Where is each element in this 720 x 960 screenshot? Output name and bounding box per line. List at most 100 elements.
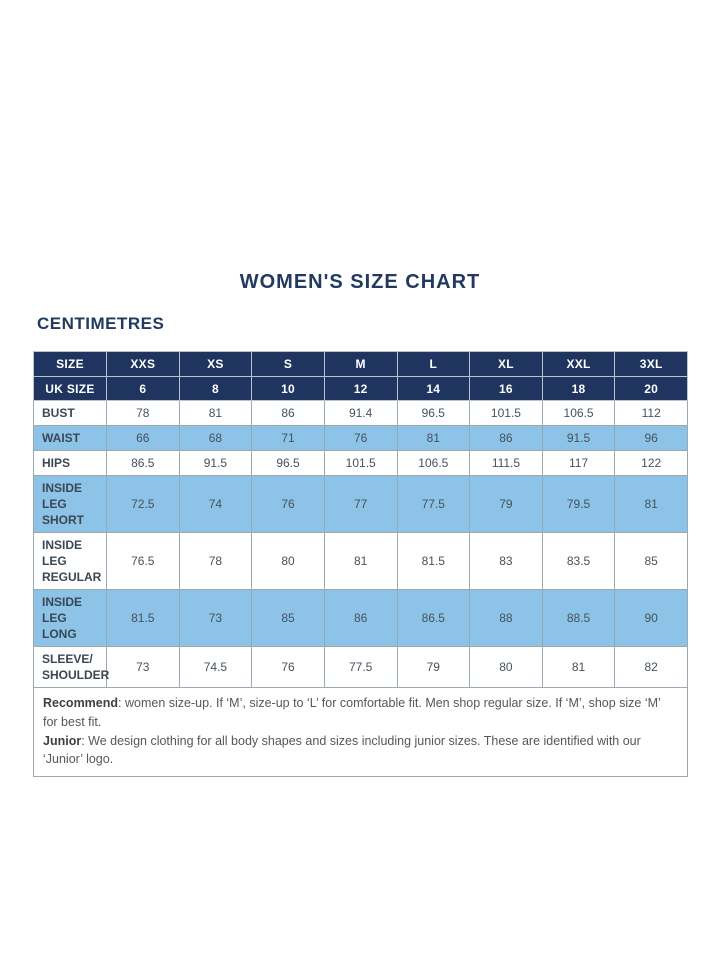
cell-value: 81.5	[106, 589, 180, 647]
cell-value: 85	[251, 589, 325, 647]
size-chart-table: SIZE XXS XS S M L XL XXL 3XL UK SIZE 6 8…	[33, 351, 688, 688]
cell-value: 78	[106, 400, 180, 426]
cell-value: 77.5	[323, 646, 398, 688]
note-lead: Junior	[43, 733, 82, 748]
cell-value: 74.5	[178, 646, 253, 688]
cell-value: 77.5	[396, 475, 471, 533]
cell-value: 80	[251, 532, 325, 590]
header-cell: M	[323, 351, 398, 377]
cell-value: 86.5	[106, 450, 180, 476]
cell-value: 81	[323, 532, 398, 590]
row-label: INSIDE LEG LONG	[33, 589, 107, 647]
row-label: SLEEVE/ SHOULDER	[33, 646, 109, 688]
header-cell: XS	[178, 351, 253, 377]
cell-value: 86.5	[396, 589, 471, 647]
table-row-inside-leg-short: INSIDE LEG SHORT 72.5 74 76 77 77.5 79 7…	[33, 475, 688, 533]
cell-value: 80	[469, 646, 543, 688]
cell-value: 90	[614, 589, 688, 647]
uk-size-label: UK SIZE	[33, 376, 107, 401]
cell-value: 79	[396, 646, 471, 688]
cell-value: 71	[251, 425, 325, 451]
size-chart-container: SIZE XXS XS S M L XL XXL 3XL UK SIZE 6 8…	[33, 351, 688, 777]
table-row-inside-leg-long: INSIDE LEG LONG 81.5 73 85 86 86.5 88 88…	[33, 589, 688, 647]
header-cell: XL	[469, 351, 543, 377]
cell-value: 91.5	[541, 425, 616, 451]
cell-value: 86	[469, 425, 543, 451]
uk-size-value: 18	[541, 376, 616, 401]
table-row-hips: HIPS 86.5 91.5 96.5 101.5 106.5 111.5 11…	[33, 450, 688, 476]
cell-value: 76	[251, 475, 325, 533]
cell-value: 76	[251, 646, 325, 688]
cell-value: 76	[323, 425, 398, 451]
note-junior: Junior: We design clothing for all body …	[43, 732, 678, 770]
cell-value: 79.5	[541, 475, 616, 533]
cell-value: 101.5	[469, 400, 543, 426]
cell-value: 106.5	[396, 450, 471, 476]
row-label: INSIDE LEG REGULAR	[33, 532, 107, 590]
cell-value: 111.5	[469, 450, 543, 476]
uk-size-value: 12	[323, 376, 398, 401]
uk-size-value: 14	[396, 376, 471, 401]
cell-value: 66	[106, 425, 180, 451]
unit-label: CENTIMETRES	[37, 314, 165, 333]
cell-value: 81.5	[396, 532, 471, 590]
header-cell: XXL	[541, 351, 616, 377]
uk-size-value: 20	[614, 376, 688, 401]
cell-value: 112	[614, 400, 688, 426]
cell-value: 73	[178, 589, 253, 647]
cell-value: 83.5	[541, 532, 616, 590]
cell-value: 106.5	[541, 400, 616, 426]
row-label: BUST	[33, 400, 107, 426]
cell-value: 85	[614, 532, 688, 590]
cell-value: 77	[323, 475, 398, 533]
table-row-waist: WAIST 66 68 71 76 81 86 91.5 96	[33, 425, 688, 451]
cell-value: 68	[178, 425, 253, 451]
cell-value: 91.4	[323, 400, 398, 426]
row-label: HIPS	[33, 450, 107, 476]
cell-value: 88	[469, 589, 543, 647]
cell-value: 122	[614, 450, 688, 476]
note-text: : women size-up. If ‘M’, size-up to ‘L’ …	[43, 696, 661, 729]
uk-size-value: 6	[106, 376, 180, 401]
page-title: WOMEN'S SIZE CHART	[239, 271, 481, 293]
cell-value: 82	[614, 646, 688, 688]
row-label: WAIST	[33, 425, 107, 451]
table-row-bust: BUST 78 81 86 91.4 96.5 101.5 106.5 112	[33, 400, 688, 426]
cell-value: 81	[178, 400, 253, 426]
cell-value: 88.5	[541, 589, 616, 647]
header-cell: S	[251, 351, 325, 377]
cell-value: 72.5	[106, 475, 180, 533]
cell-value: 96.5	[396, 400, 471, 426]
cell-value: 81	[396, 425, 471, 451]
cell-value: 96	[614, 425, 688, 451]
note-recommend: Recommend: women size-up. If ‘M’, size-u…	[43, 694, 678, 732]
cell-value: 73	[106, 646, 180, 688]
header-cell: L	[396, 351, 471, 377]
row-label: INSIDE LEG SHORT	[33, 475, 107, 533]
cell-value: 101.5	[323, 450, 398, 476]
cell-value: 86	[323, 589, 398, 647]
header-cell: XXS	[106, 351, 180, 377]
uk-size-value: 8	[178, 376, 253, 401]
cell-value: 74	[178, 475, 253, 533]
table-row-inside-leg-regular: INSIDE LEG REGULAR 76.5 78 80 81 81.5 83…	[33, 532, 688, 590]
uk-size-value: 16	[469, 376, 543, 401]
cell-value: 86	[251, 400, 325, 426]
note-lead: Recommend	[43, 696, 119, 710]
header-cell: 3XL	[614, 351, 688, 377]
cell-value: 81	[541, 646, 616, 688]
note-text: : We design clothing for all body shapes…	[43, 733, 641, 767]
cell-value: 83	[469, 532, 543, 590]
cell-value: 78	[178, 532, 253, 590]
cell-value: 117	[541, 450, 616, 476]
cell-value: 79	[469, 475, 543, 533]
cell-value: 76.5	[106, 532, 180, 590]
cell-value: 91.5	[178, 450, 253, 476]
notes-box: Recommend: women size-up. If ‘M’, size-u…	[33, 687, 688, 777]
cell-value: 96.5	[251, 450, 325, 476]
header-cell-size: SIZE	[33, 351, 107, 377]
size-header-row: SIZE XXS XS S M L XL XXL 3XL	[33, 351, 688, 377]
table-row-sleeve-shoulder: SLEEVE/ SHOULDER 73 74.5 76 77.5 79 80 8…	[33, 646, 688, 688]
uk-size-row: UK SIZE 6 8 10 12 14 16 18 20	[33, 376, 688, 401]
cell-value: 81	[614, 475, 688, 533]
